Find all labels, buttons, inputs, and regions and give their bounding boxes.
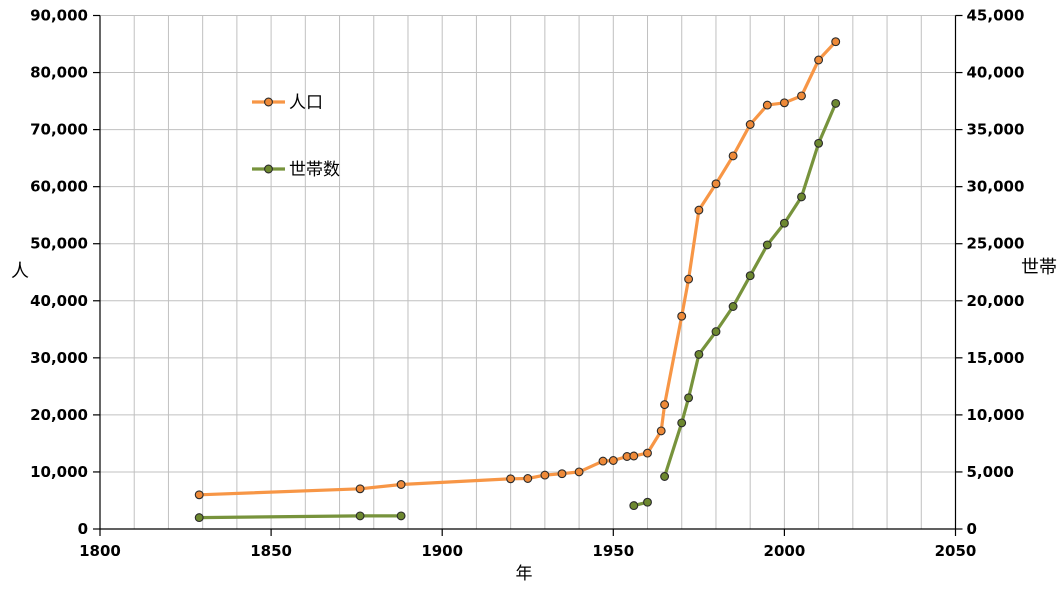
y-axis-left-title: 人 <box>11 261 29 282</box>
y-axis-right-tick-label: 10,000 <box>967 406 1025 424</box>
households-marker <box>684 393 694 403</box>
population-marker <box>660 400 670 410</box>
population-marker <box>355 484 365 494</box>
y-axis-left-tick-label: 70,000 <box>30 121 88 139</box>
legend-label: 人口 <box>289 93 323 113</box>
households-marker <box>745 271 755 281</box>
households-series <box>194 98 841 523</box>
population-marker <box>677 311 687 321</box>
population-marker <box>694 205 704 215</box>
x-axis-tick-label: 2050 <box>935 542 977 560</box>
households-marker <box>194 513 204 523</box>
population-marker <box>540 470 550 480</box>
y-axis-right-tick-label: 40,000 <box>967 64 1025 82</box>
axes: 0 10,000 20,000 30,000 40,000 50,000 60,000 70,… <box>30 7 1024 561</box>
gridlines <box>100 15 956 529</box>
y-axis-left-tick-label: 20,000 <box>30 406 88 424</box>
y-axis-right-tick-label: 25,000 <box>967 235 1025 253</box>
population-marker <box>797 91 806 101</box>
x-axis-tick-label: 2000 <box>764 542 806 560</box>
population-marker <box>831 37 841 47</box>
y-axis-right-tick-label: 0 <box>967 520 977 538</box>
households-marker <box>779 218 789 228</box>
households-marker <box>831 98 841 108</box>
legend-marker-sample <box>264 164 273 174</box>
population-marker <box>814 55 824 65</box>
y-axis-right-tick-label: 5,000 <box>967 463 1014 481</box>
legend-item-households: 世帯数 <box>252 160 340 180</box>
y-axis-right-tick-label: 35,000 <box>967 121 1025 139</box>
population-series <box>194 37 841 500</box>
households-marker <box>355 511 365 521</box>
x-axis-title: 年 <box>516 564 533 584</box>
population-marker <box>506 474 516 484</box>
households-marker <box>711 327 721 337</box>
population-marker <box>656 426 666 436</box>
households-marker <box>677 418 687 428</box>
population-marker <box>643 448 652 458</box>
x-axis-tick-label: 1900 <box>421 542 463 560</box>
population-marker <box>779 98 789 108</box>
households-marker <box>814 138 824 148</box>
y-axis-left-tick-label: 40,000 <box>30 292 88 310</box>
y-axis-left-tick-label: 50,000 <box>30 235 88 253</box>
legend-marker-sample <box>264 97 273 107</box>
population-marker <box>574 467 584 477</box>
households-marker <box>643 497 652 507</box>
households-marker <box>629 501 639 511</box>
y-axis-right-title: 世帯 <box>1021 257 1057 278</box>
households-marker <box>762 240 772 250</box>
y-axis-left-tick-label: 80,000 <box>30 64 88 82</box>
population-marker <box>194 490 204 500</box>
population-marker <box>728 151 738 161</box>
population-marker <box>629 451 639 461</box>
y-axis-left-tick-label: 90,000 <box>30 7 88 25</box>
households-marker <box>694 349 704 359</box>
y-axis-left-tick-label: 30,000 <box>30 349 88 367</box>
households-marker <box>728 302 738 311</box>
population-marker <box>762 100 772 110</box>
population-marker <box>523 474 533 483</box>
y-axis-right-tick-label: 30,000 <box>967 178 1025 196</box>
households-line <box>197 514 403 520</box>
population-marker <box>684 274 694 284</box>
households-marker <box>660 472 670 481</box>
x-axis-tick-label: 1950 <box>592 542 634 560</box>
legend-label: 世帯数 <box>289 160 340 180</box>
population-marker <box>608 456 618 465</box>
y-axis-left-tick-label: 0 <box>78 520 88 538</box>
y-axis-right-tick-label: 45,000 <box>967 7 1025 25</box>
y-axis-right-tick-label: 15,000 <box>967 349 1025 367</box>
y-axis-right-tick-label: 20,000 <box>967 292 1025 310</box>
y-axis-left-tick-label: 60,000 <box>30 178 88 196</box>
legend-item-population: 人口 <box>252 93 323 113</box>
population-marker <box>745 120 755 129</box>
population-marker <box>396 480 406 489</box>
population-marker <box>711 179 721 189</box>
y-axis-left-tick-label: 10,000 <box>30 463 88 481</box>
population-marker <box>557 469 567 479</box>
households-marker <box>396 511 406 521</box>
x-axis-tick-label: 1850 <box>250 542 292 560</box>
x-axis-tick-label: 1800 <box>79 542 121 560</box>
households-marker <box>797 192 806 202</box>
population-marker <box>598 456 608 466</box>
